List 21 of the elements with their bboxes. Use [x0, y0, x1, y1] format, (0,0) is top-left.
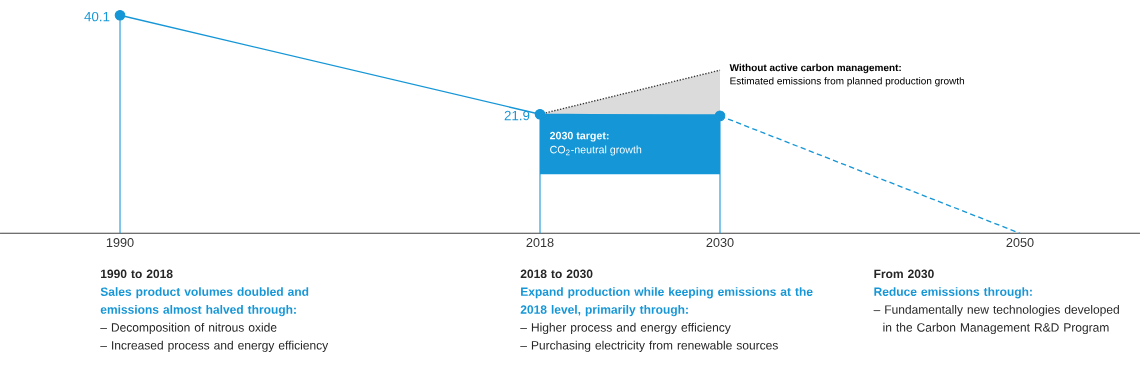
text: 2018 to 2030 [520, 269, 593, 279]
x-tick-label: 2018 [526, 238, 554, 248]
text: Sales product volumes doubled and emissions almost halved through: [100, 287, 309, 317]
text: – Purchasing electricity from renewable sources [520, 340, 778, 353]
data-label: 40.1 [84, 12, 110, 22]
annotation: Without active carbon management: [729, 63, 901, 74]
text: – Decomposition of nitrous oxide [100, 323, 277, 335]
text: Reduce emissions through: [874, 287, 1032, 299]
text: – Fundamentally new technologies developed in the Carbon Management R&D Program [873, 305, 1119, 335]
text: Expand production while keeping emissions at the 2018 level, primarily through: [520, 287, 813, 317]
text: – Higher process and energy efficiency [520, 323, 731, 335]
text: From 2030 [874, 269, 934, 279]
annotation: 2030 target: [549, 132, 609, 142]
annotation: Estimated emissions from planned production growth [730, 77, 965, 87]
x-tick-label: 2030 [706, 238, 734, 248]
text: – Increased process and energy efficiency [100, 340, 329, 353]
text: 1990 to 2018 [101, 269, 173, 279]
data-label: 21.9 [504, 111, 530, 121]
x-tick-label: 1990 [106, 238, 134, 248]
annotation: CO$_{2}$-neutral growth [550, 145, 642, 156]
x-tick-label: 2050 [1006, 238, 1034, 248]
